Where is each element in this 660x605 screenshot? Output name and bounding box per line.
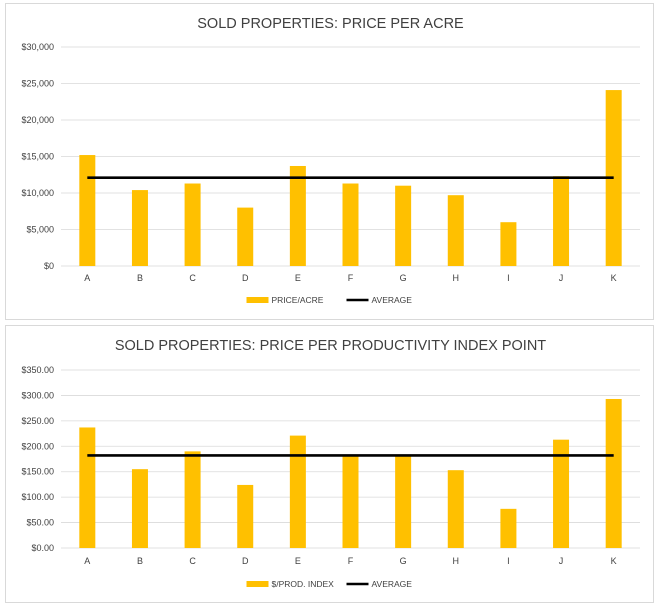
chart-title: SOLD PROPERTIES: PRICE PER ACRE	[197, 16, 464, 32]
bar-c	[184, 451, 201, 548]
legend: $/PROD. INDEX AVERAGE	[246, 579, 413, 589]
x-tick-label: I	[507, 556, 510, 566]
x-tick-label: E	[295, 273, 301, 283]
bar-a	[79, 155, 96, 266]
y-tick-label: $350.00	[21, 365, 54, 375]
bar-h	[447, 195, 464, 266]
y-tick-label: $10,000	[21, 188, 54, 198]
bar-g	[395, 456, 412, 548]
bar-d	[237, 484, 254, 548]
x-tick-label: D	[242, 556, 249, 566]
y-tick-label: $50.00	[26, 518, 54, 528]
chart-price-per-productivity-index: SOLD PROPERTIES: PRICE PER PRODUCTIVITY …	[21, 338, 640, 589]
bar-b	[131, 190, 148, 266]
legend-label: PRICE/ACRE	[272, 295, 324, 305]
x-tick-label: G	[400, 556, 407, 566]
chart-price-per-acre: SOLD PROPERTIES: PRICE PER ACRE $0 $5,000 $…	[21, 16, 640, 305]
bar-e	[289, 165, 306, 266]
x-tick-label: K	[611, 273, 617, 283]
bar-i	[500, 222, 517, 266]
legend-label: AVERAGE	[372, 579, 413, 589]
chart-panel-price-per-productivity-index: SOLD PROPERTIES: PRICE PER PRODUCTIVITY …	[5, 325, 654, 603]
x-tick-label: H	[453, 273, 460, 283]
bar-g	[395, 185, 412, 266]
bar-h	[447, 470, 464, 548]
bar-b	[131, 469, 148, 548]
y-tick-label: $25,000	[21, 79, 54, 89]
bar-j	[553, 176, 570, 266]
legend-swatch-bar	[246, 297, 269, 303]
x-tick-label: D	[242, 273, 249, 283]
x-tick-label: I	[507, 273, 510, 283]
bar-d	[237, 207, 254, 266]
legend-label: AVERAGE	[372, 295, 413, 305]
y-tick-label: $5,000	[26, 225, 54, 235]
y-tick-label: $20,000	[21, 115, 54, 125]
bar-k	[605, 398, 622, 548]
x-tick-label: K	[611, 556, 617, 566]
x-tick-label: C	[189, 556, 196, 566]
chart-panel-price-per-acre: SOLD PROPERTIES: PRICE PER ACRE $0 $5,000 $…	[5, 3, 654, 320]
x-tick-label: E	[295, 556, 301, 566]
bar-c	[184, 183, 201, 266]
x-tick-label: F	[348, 556, 354, 566]
y-tick-label: $100.00	[21, 492, 54, 502]
y-tick-label: $300.00	[21, 390, 54, 400]
bar-a	[79, 427, 96, 548]
y-tick-label: $150.00	[21, 467, 54, 477]
y-tick-label: $15,000	[21, 152, 54, 162]
y-tick-label: $200.00	[21, 441, 54, 451]
bar-i	[500, 508, 517, 548]
x-tick-label: A	[84, 556, 90, 566]
legend-label: $/PROD. INDEX	[272, 579, 335, 589]
x-tick-label: J	[559, 273, 564, 283]
y-tick-label: $0.00	[31, 543, 54, 553]
x-tick-label: C	[189, 273, 196, 283]
bar-j	[553, 439, 570, 548]
x-tick-label: A	[84, 273, 90, 283]
x-tick-label: G	[400, 273, 407, 283]
x-tick-label: B	[137, 556, 143, 566]
y-tick-label: $250.00	[21, 416, 54, 426]
bar-e	[289, 435, 306, 548]
bar-f	[342, 183, 359, 266]
x-tick-label: H	[453, 556, 460, 566]
legend-swatch-bar	[246, 581, 269, 587]
y-tick-label: $0	[44, 261, 54, 271]
x-tick-label: J	[559, 556, 564, 566]
x-tick-label: F	[348, 273, 354, 283]
bar-f	[342, 456, 359, 548]
y-tick-label: $30,000	[21, 42, 54, 52]
chart-title: SOLD PROPERTIES: PRICE PER PRODUCTIVITY …	[115, 338, 546, 354]
x-tick-label: B	[137, 273, 143, 283]
legend: PRICE/ACRE AVERAGE	[246, 295, 413, 305]
